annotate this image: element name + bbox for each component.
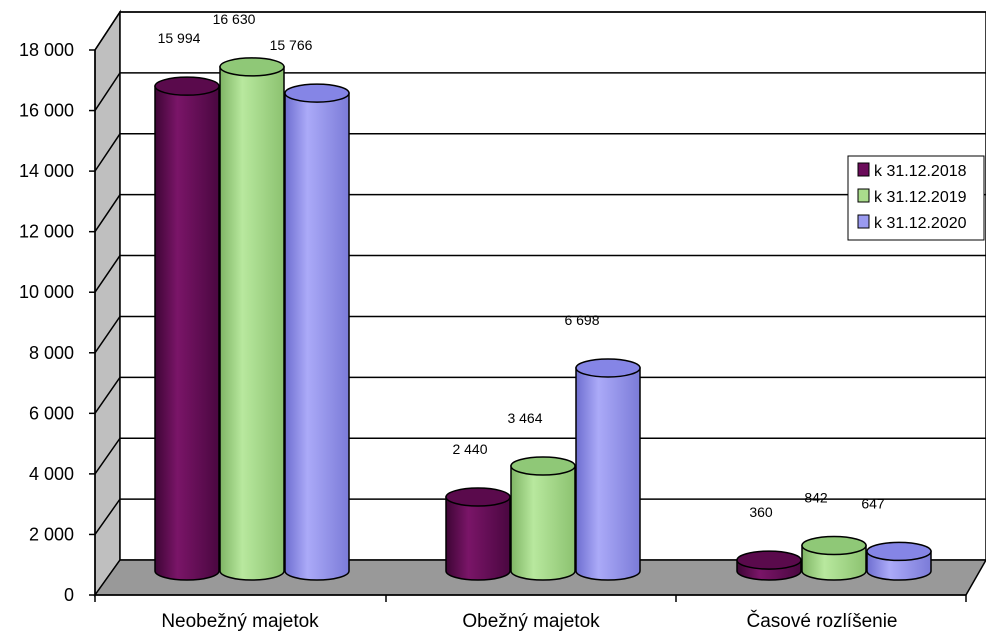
legend-label-2018: k 31.12.2018 bbox=[874, 163, 967, 180]
data-label: 16 630 bbox=[213, 11, 256, 27]
data-label: 3 464 bbox=[507, 410, 542, 426]
x-category-label: Časové rozlíšenie bbox=[746, 610, 897, 632]
y-tick-label: 14 000 bbox=[19, 161, 74, 181]
side-wall bbox=[94, 9, 121, 598]
bar-top bbox=[284, 83, 350, 103]
legend-label-2020: k 31.12.2020 bbox=[874, 215, 967, 232]
data-label: 647 bbox=[861, 495, 885, 511]
gridline bbox=[94, 498, 986, 535]
bar bbox=[154, 85, 220, 581]
gridline bbox=[94, 376, 986, 414]
bar-top bbox=[575, 358, 641, 378]
gridline bbox=[94, 254, 986, 293]
bars bbox=[154, 57, 932, 581]
y-tick-label: 16 000 bbox=[19, 101, 74, 121]
y-tick-label: 6 000 bbox=[29, 403, 74, 423]
data-label: 15 994 bbox=[158, 30, 201, 46]
gridline bbox=[94, 72, 986, 111]
bar bbox=[219, 66, 285, 581]
y-tick-label: 10 000 bbox=[19, 282, 74, 302]
bar bbox=[510, 465, 576, 581]
gridline bbox=[94, 193, 986, 233]
bar-top bbox=[445, 487, 511, 507]
y-tick-label: 4 000 bbox=[29, 464, 74, 484]
bar bbox=[801, 544, 867, 581]
y-tick-label: 12 000 bbox=[19, 222, 74, 242]
gridline bbox=[94, 315, 986, 354]
bar bbox=[445, 496, 511, 581]
data-label: 2 440 bbox=[452, 441, 487, 457]
bar bbox=[575, 367, 641, 581]
bar bbox=[284, 92, 350, 581]
y-tick-label: 0 bbox=[64, 585, 74, 605]
data-label: 842 bbox=[804, 489, 828, 505]
gridline bbox=[94, 437, 986, 475]
data-label: 15 766 bbox=[270, 37, 313, 53]
x-axis: Neobežný majetok Obežný majetok Časové roz… bbox=[94, 594, 967, 632]
y-axis: 0 2 000 4 000 6 000 8 000 10 000 12 000 14 000 1… bbox=[19, 40, 96, 605]
legend: k 31.12.2018 k 31.12.2019 k 31.12.2020 bbox=[847, 155, 985, 241]
legend-box bbox=[847, 155, 985, 241]
bar-top bbox=[219, 57, 285, 77]
bar-top bbox=[510, 456, 576, 476]
bar-top bbox=[736, 550, 802, 570]
bar-top bbox=[866, 541, 932, 562]
y-tick-label: 8 000 bbox=[29, 343, 74, 363]
legend-swatch-2020 bbox=[857, 214, 870, 229]
gridline bbox=[94, 11, 986, 51]
gridlines bbox=[94, 11, 986, 535]
data-label: 6 698 bbox=[564, 312, 599, 328]
legend-swatch-2018 bbox=[857, 162, 870, 177]
data-labels: 15 994 16 630 15 766 2 440 3 464 6 698 360 842 6… bbox=[158, 11, 885, 520]
legend-label-2019: k 31.12.2019 bbox=[874, 189, 967, 206]
y-tick-label: 18 000 bbox=[19, 40, 74, 60]
x-category-label: Obežný majetok bbox=[462, 611, 600, 632]
bar-top bbox=[801, 535, 867, 556]
y-tick-label: 2 000 bbox=[29, 524, 74, 544]
legend-swatch-2019 bbox=[857, 188, 870, 203]
x-category-label: Neobežný majetok bbox=[161, 611, 319, 632]
bar-top bbox=[154, 76, 220, 96]
gridline bbox=[94, 133, 986, 172]
data-label: 360 bbox=[749, 504, 773, 520]
